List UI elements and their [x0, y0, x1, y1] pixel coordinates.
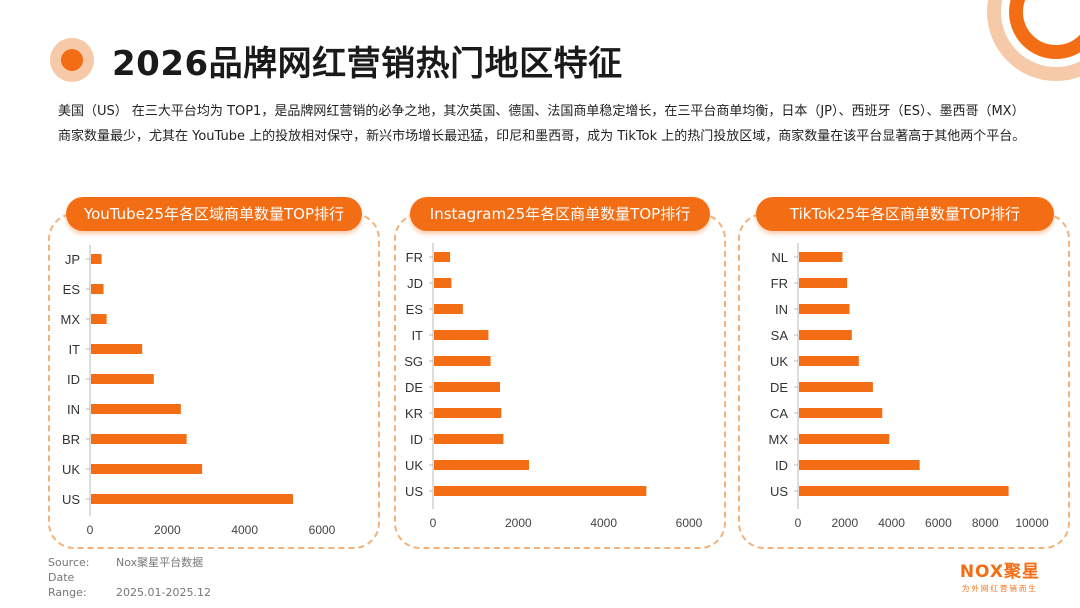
bar-uk [799, 356, 859, 366]
category-label: DE [405, 380, 423, 395]
source-label: Source: [48, 556, 90, 569]
bar-id [799, 460, 920, 470]
logo-tagline: 为外网红营销而生 [961, 584, 1038, 593]
category-label: ES [63, 282, 81, 297]
category-label: JD [407, 276, 423, 291]
x-tick-label: 4000 [590, 516, 617, 530]
category-label: BR [62, 432, 80, 447]
x-tick-label: 6000 [676, 516, 703, 530]
category-label: UK [405, 458, 423, 473]
tiktok-chart-panel: TikTok25年各区商单数量TOP排行 NL FR IN SA UK DE CA MX ID U… [738, 197, 1070, 549]
bar-id [434, 434, 504, 444]
chart-title: TikTok25年各区商单数量TOP排行 [756, 197, 1054, 231]
instagram-bar-chart: FR JD ES IT SG DE KR ID UK US 0 2000 4000 6000 [404, 243, 703, 530]
category-label: IT [411, 328, 423, 343]
bar-sa [799, 330, 852, 340]
category-label: ID [67, 372, 80, 387]
x-tick-label: 0 [795, 516, 802, 530]
page-title: 2026品牌网红营销热门地区特征 [112, 43, 623, 84]
x-tick-label: 2000 [505, 516, 532, 530]
category-label: CA [770, 406, 788, 421]
bar-uk [91, 464, 203, 474]
bar-uk [434, 460, 529, 470]
summary-text: 美国（US） 在三大平台均为 TOP1，是品牌网红营销的必争之地，其次英国、德国… [58, 104, 1026, 144]
bar-id [91, 374, 154, 384]
category-label: DE [770, 380, 788, 395]
title-row: 2026品牌网红营销热门地区特征 [50, 34, 623, 86]
bar-sg [434, 356, 491, 366]
bar-nl [799, 252, 843, 262]
category-label: FR [406, 250, 423, 265]
bar-de [799, 382, 873, 392]
category-label: ES [406, 302, 424, 317]
category-label: FR [771, 276, 788, 291]
youtube-chart-panel: YouTube25年各区域商单数量TOP排行 JP ES MX IT ID IN BR UK U… [48, 197, 380, 549]
category-label: IT [68, 342, 80, 357]
bar-us [799, 486, 1009, 496]
chart-title: YouTube25年各区域商单数量TOP排行 [66, 197, 362, 231]
source-value: Nox聚星平台数据 [116, 556, 204, 569]
logo-text: NOX聚星 [959, 562, 1040, 582]
bar-fr [434, 252, 451, 262]
chart-title: Instagram25年各区商单数量TOP排行 [410, 197, 710, 231]
x-tick-label: 6000 [309, 523, 336, 537]
x-tick-label: 4000 [878, 516, 905, 530]
x-tick-label: 0 [430, 516, 437, 530]
category-label: SA [771, 328, 789, 343]
category-label: KR [405, 406, 423, 421]
category-label: UK [770, 354, 788, 369]
x-tick-label: 0 [87, 523, 94, 537]
category-label: JP [65, 252, 80, 267]
category-label: ID [775, 458, 788, 473]
category-label: ID [410, 432, 423, 447]
nox-logo: NOX聚星 为外网红营销而生 [960, 557, 1040, 594]
x-tick-label: 4000 [231, 523, 258, 537]
title-bullet-icon [50, 38, 94, 82]
x-tick-label: 8000 [972, 516, 999, 530]
bar-us [91, 494, 293, 504]
category-label: IN [775, 302, 788, 317]
instagram-chart-panel: Instagram25年各区商单数量TOP排行 FR JD ES IT SG DE KR ID… [394, 197, 726, 549]
bar-mx [799, 434, 890, 444]
bar-it [434, 330, 489, 340]
bar-jp [91, 254, 102, 264]
date-range-value: 2025.01-2025.12 [116, 586, 211, 599]
bar-in [799, 304, 850, 314]
x-tick-label: 2000 [831, 516, 858, 530]
bar-in [91, 404, 181, 414]
category-label: SG [404, 354, 423, 369]
category-label: NL [771, 250, 788, 265]
youtube-bar-chart: JP ES MX IT ID IN BR UK US 0 2000 4000 6000 [61, 245, 336, 537]
bar-fr [799, 278, 848, 288]
category-label: IN [67, 402, 80, 417]
bar-jd [434, 278, 452, 288]
bar-de [434, 382, 500, 392]
date-range-line: Date Range: 2025.01-2025.12 [48, 570, 211, 600]
category-label: US [62, 492, 80, 507]
bar-ca [799, 408, 883, 418]
x-tick-label: 6000 [925, 516, 952, 530]
bar-kr [434, 408, 502, 418]
category-label: US [770, 484, 788, 499]
date-range-label: Date Range: [48, 571, 87, 599]
tiktok-bar-chart: NL FR IN SA UK DE CA MX ID US 0 2000 4000 6000 8000 100… [769, 243, 1049, 530]
x-tick-label: 10000 [1015, 516, 1049, 530]
bar-us [434, 486, 647, 496]
x-tick-label: 2000 [154, 523, 181, 537]
bar-es [434, 304, 463, 314]
corner-decoration [987, 0, 1080, 81]
bar-br [91, 434, 187, 444]
category-label: US [405, 484, 423, 499]
category-label: MX [61, 312, 81, 327]
bar-it [91, 344, 143, 354]
category-label: MX [769, 432, 789, 447]
bar-es [91, 284, 104, 294]
bar-mx [91, 314, 107, 324]
footer: Source: Nox聚星平台数据 Date Range: 2025.01-2025… [48, 555, 211, 600]
source-line: Source: Nox聚星平台数据 [48, 555, 211, 570]
category-label: UK [62, 462, 80, 477]
